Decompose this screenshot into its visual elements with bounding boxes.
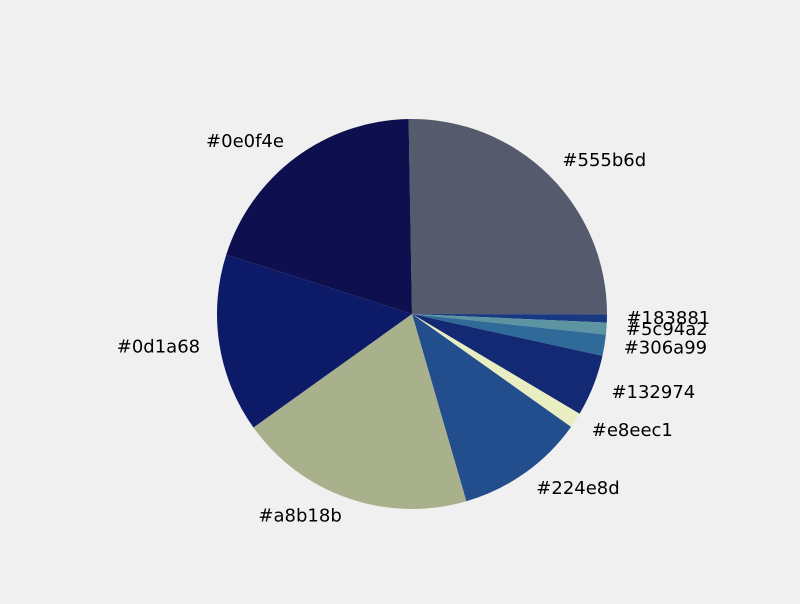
pie-label-132974: #132974 <box>611 382 695 403</box>
pie-slice-a8b18b <box>253 314 467 510</box>
pie-slice-132974 <box>412 314 603 414</box>
pie-slice-e8eec1 <box>412 314 580 427</box>
pie-label-5c94a2: #5c94a2 <box>626 319 708 340</box>
pie-label-306a99: #306a99 <box>624 337 707 358</box>
pie-slice-0d1a68 <box>217 254 412 428</box>
pie-label-224e8d: #224e8d <box>536 478 619 499</box>
pie-slice-555b6d <box>408 119 608 315</box>
pie-label-e8eec1: #e8eec1 <box>592 420 673 441</box>
pie-label-555b6d: #555b6d <box>562 150 646 171</box>
pie-slice-224e8d <box>412 314 572 502</box>
pie-slice-0e0f4e <box>226 119 412 314</box>
pie-label-a8b18b: #a8b18b <box>258 506 341 527</box>
pie-slice-306a99 <box>412 314 606 356</box>
pie-slice-5c94a2 <box>412 314 607 335</box>
pie-label-0d1a68: #0d1a68 <box>117 336 200 357</box>
pie-slice-183881 <box>412 314 607 323</box>
pie-label-0e0f4e: #0e0f4e <box>206 131 284 152</box>
pie-label-183881: #183881 <box>626 308 710 329</box>
pie-labels: #555b6d #183881#5c94a2#306a99 #132974 #e8ee… <box>117 131 710 527</box>
pie-slices <box>217 119 608 510</box>
